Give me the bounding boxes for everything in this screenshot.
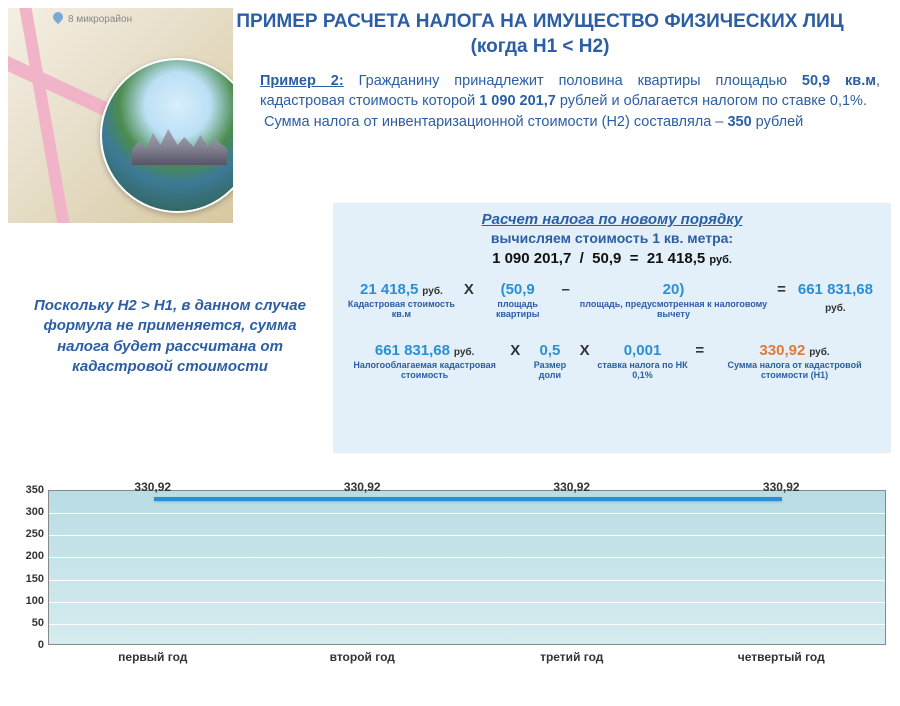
term-label: площадь квартиры <box>480 300 556 320</box>
chart-gridline <box>49 557 885 558</box>
chart-y-label: 350 <box>14 484 44 496</box>
term-label: Размер доли <box>526 361 573 381</box>
chart-y-label: 0 <box>14 639 44 651</box>
calc-formula-1: 1 090 201,7 / 50,9 = 21 418,5 руб. <box>345 250 879 267</box>
title-line2: (когда Н1 < Н2) <box>190 35 890 60</box>
chart-x-label: третий год <box>540 650 603 664</box>
chart-value-label: 330,92 <box>763 480 800 494</box>
chart-y-label: 200 <box>14 550 44 562</box>
page-title: ПРИМЕР РАСЧЕТА НАЛОГА НА ИМУЩЕСТВО ФИЗИЧ… <box>190 10 890 59</box>
term-label: Налогооблагаемая кадастровая стоимость <box>345 361 504 381</box>
chart-gridline <box>49 602 885 603</box>
map-road <box>18 8 70 223</box>
chart-x-label: первый год <box>118 650 187 664</box>
example-lead: Пример 2: <box>260 73 344 89</box>
chart-value-label: 330,92 <box>344 480 381 494</box>
chart-gridline <box>49 624 885 625</box>
chart-value-label: 330,92 <box>134 480 171 494</box>
chart-y-label: 300 <box>14 506 44 518</box>
formula-note: Поскольку Н2 > Н1, в данном случае форму… <box>20 296 320 377</box>
calc-subheading: вычисляем стоимость 1 кв. метра: <box>345 230 879 246</box>
term-label: Сумма налога от кадастровой стоимости (Н… <box>710 361 879 381</box>
map-label: 8 микрорайон <box>68 14 132 25</box>
term-label: Кадастровая стоимость кв.м <box>345 300 458 320</box>
chart-gridline <box>49 535 885 536</box>
city-photo <box>100 58 233 213</box>
chart-gridline <box>49 580 885 581</box>
term-label: ставка налога по НК 0,1% <box>596 361 690 381</box>
chart-x-label: четвертый год <box>738 650 825 664</box>
chart-y-label: 100 <box>14 595 44 607</box>
chart-value-label: 330,92 <box>553 480 590 494</box>
map-pin-icon <box>51 10 65 24</box>
calc-row-1: 21 418,5 руб. Кадастровая стоимость кв.м… <box>345 281 879 320</box>
chart-gridline <box>49 513 885 514</box>
chart-plot-area <box>48 490 886 645</box>
calculation-panel: Расчет налога по новому порядку вычисляе… <box>333 203 891 453</box>
description: Пример 2: Гражданину принадлежит половин… <box>260 72 880 133</box>
term-label: площадь, предусмотренная к налоговому вы… <box>576 300 771 320</box>
chart-data-line <box>154 497 783 501</box>
tax-chart: 050100150200250300350первый годвторой го… <box>14 490 886 675</box>
chart-y-label: 150 <box>14 573 44 585</box>
city-skyline <box>132 125 227 165</box>
chart-y-label: 250 <box>14 528 44 540</box>
calc-heading: Расчет налога по новому порядку <box>345 211 879 228</box>
chart-y-label: 50 <box>14 617 44 629</box>
title-line1: ПРИМЕР РАСЧЕТА НАЛОГА НА ИМУЩЕСТВО ФИЗИЧ… <box>190 10 890 35</box>
chart-x-label: второй год <box>330 650 395 664</box>
calc-row-2: 661 831,68 руб. Налогооблагаемая кадастр… <box>345 342 879 381</box>
